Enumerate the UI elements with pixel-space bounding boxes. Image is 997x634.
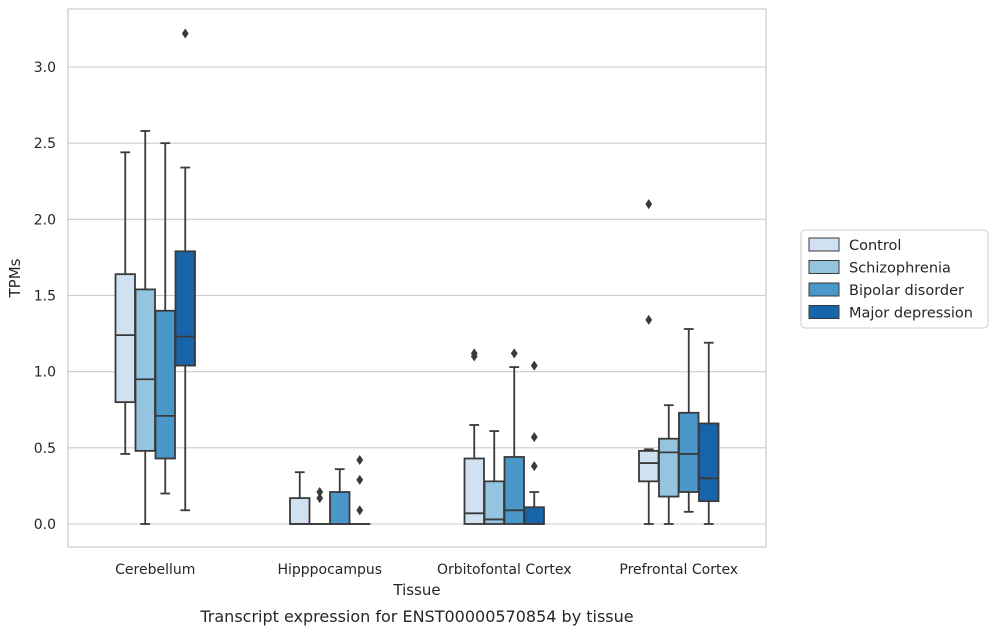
box (523, 506, 545, 525)
box-plot-item (329, 468, 351, 525)
x-tick-label: Hipppocampus (277, 562, 382, 578)
legend-label: Major depression (849, 306, 973, 322)
outlier-point (530, 360, 538, 371)
box (698, 422, 720, 503)
box (678, 411, 700, 493)
box-plot-item (503, 348, 525, 525)
y-tick-label: 2.0 (34, 212, 56, 228)
box-plot-item (678, 328, 700, 513)
legend-label: Schizophrenia (849, 261, 951, 277)
box-groups (114, 28, 720, 525)
y-tick-label: 1.5 (34, 289, 56, 305)
legend-label: Control (849, 238, 901, 254)
y-tick-label: 2.5 (34, 136, 56, 152)
outlier-point (316, 493, 324, 504)
outlier-point (356, 505, 364, 516)
box (289, 497, 311, 525)
box-plot-item (698, 341, 720, 525)
x-axis-label: Tissue (392, 581, 440, 599)
box (134, 288, 156, 452)
y-tick-label: 0.5 (34, 441, 56, 457)
box-plot-item (154, 142, 176, 495)
outlier-point (645, 314, 653, 325)
box-plot-item (289, 471, 311, 525)
box-plot-item (174, 28, 196, 512)
box-plot-item (523, 360, 545, 525)
y-tick-label: 1.0 (34, 365, 56, 381)
legend-swatch (808, 305, 840, 319)
box-plot-item (114, 151, 136, 455)
outlier-point (356, 474, 364, 485)
box (658, 437, 680, 498)
y-tick-label: 3.0 (34, 60, 56, 76)
legend-label: Bipolar disorder (849, 283, 964, 299)
legend-item: Schizophrenia (808, 260, 951, 277)
box (114, 273, 136, 404)
legend-swatch (808, 260, 840, 274)
legend-item: Major depression (808, 305, 973, 322)
legend-item: Control (808, 237, 901, 254)
box-plot-item (463, 348, 485, 525)
plot-frame (67, 8, 767, 548)
outlier-point (645, 199, 653, 210)
x-tick-labels: Cerebellum Hipppocampus Orbitofontal Corte… (115, 562, 738, 578)
y-tick-label: 0.0 (34, 517, 56, 533)
box (154, 309, 176, 460)
outlier-point (181, 28, 189, 39)
outlier-point (530, 432, 538, 443)
legend: Control Schizophrenia Bipolar disorder Majo… (800, 229, 989, 329)
outlier-point (530, 461, 538, 472)
box (174, 250, 196, 367)
outlier-point (316, 487, 324, 498)
box-plot-item (638, 199, 660, 525)
legend-item: Bipolar disorder (808, 282, 964, 299)
chart-caption: Transcript expression for ENST0000057085… (199, 607, 633, 626)
legend-swatch (808, 237, 840, 252)
y-axis-label: TPMs (6, 258, 24, 298)
outlier-point (510, 348, 518, 359)
x-tick-label: Cerebellum (115, 562, 195, 578)
legend-frame (800, 229, 989, 329)
box (329, 491, 351, 525)
x-tick-label: Orbitofontal Cortex (437, 562, 572, 578)
x-tick-label: Prefrontal Cortex (619, 562, 738, 578)
outlier-point (356, 455, 364, 466)
y-tick-labels: 0.0 0.5 1.0 1.5 2.0 2.5 3.0 (34, 60, 56, 533)
box (503, 456, 525, 525)
box (638, 449, 660, 483)
box (483, 480, 505, 525)
box-plot-item (349, 455, 371, 525)
legend-swatch (808, 282, 840, 297)
outlier-point (470, 348, 478, 359)
box-plot-item (134, 130, 156, 525)
